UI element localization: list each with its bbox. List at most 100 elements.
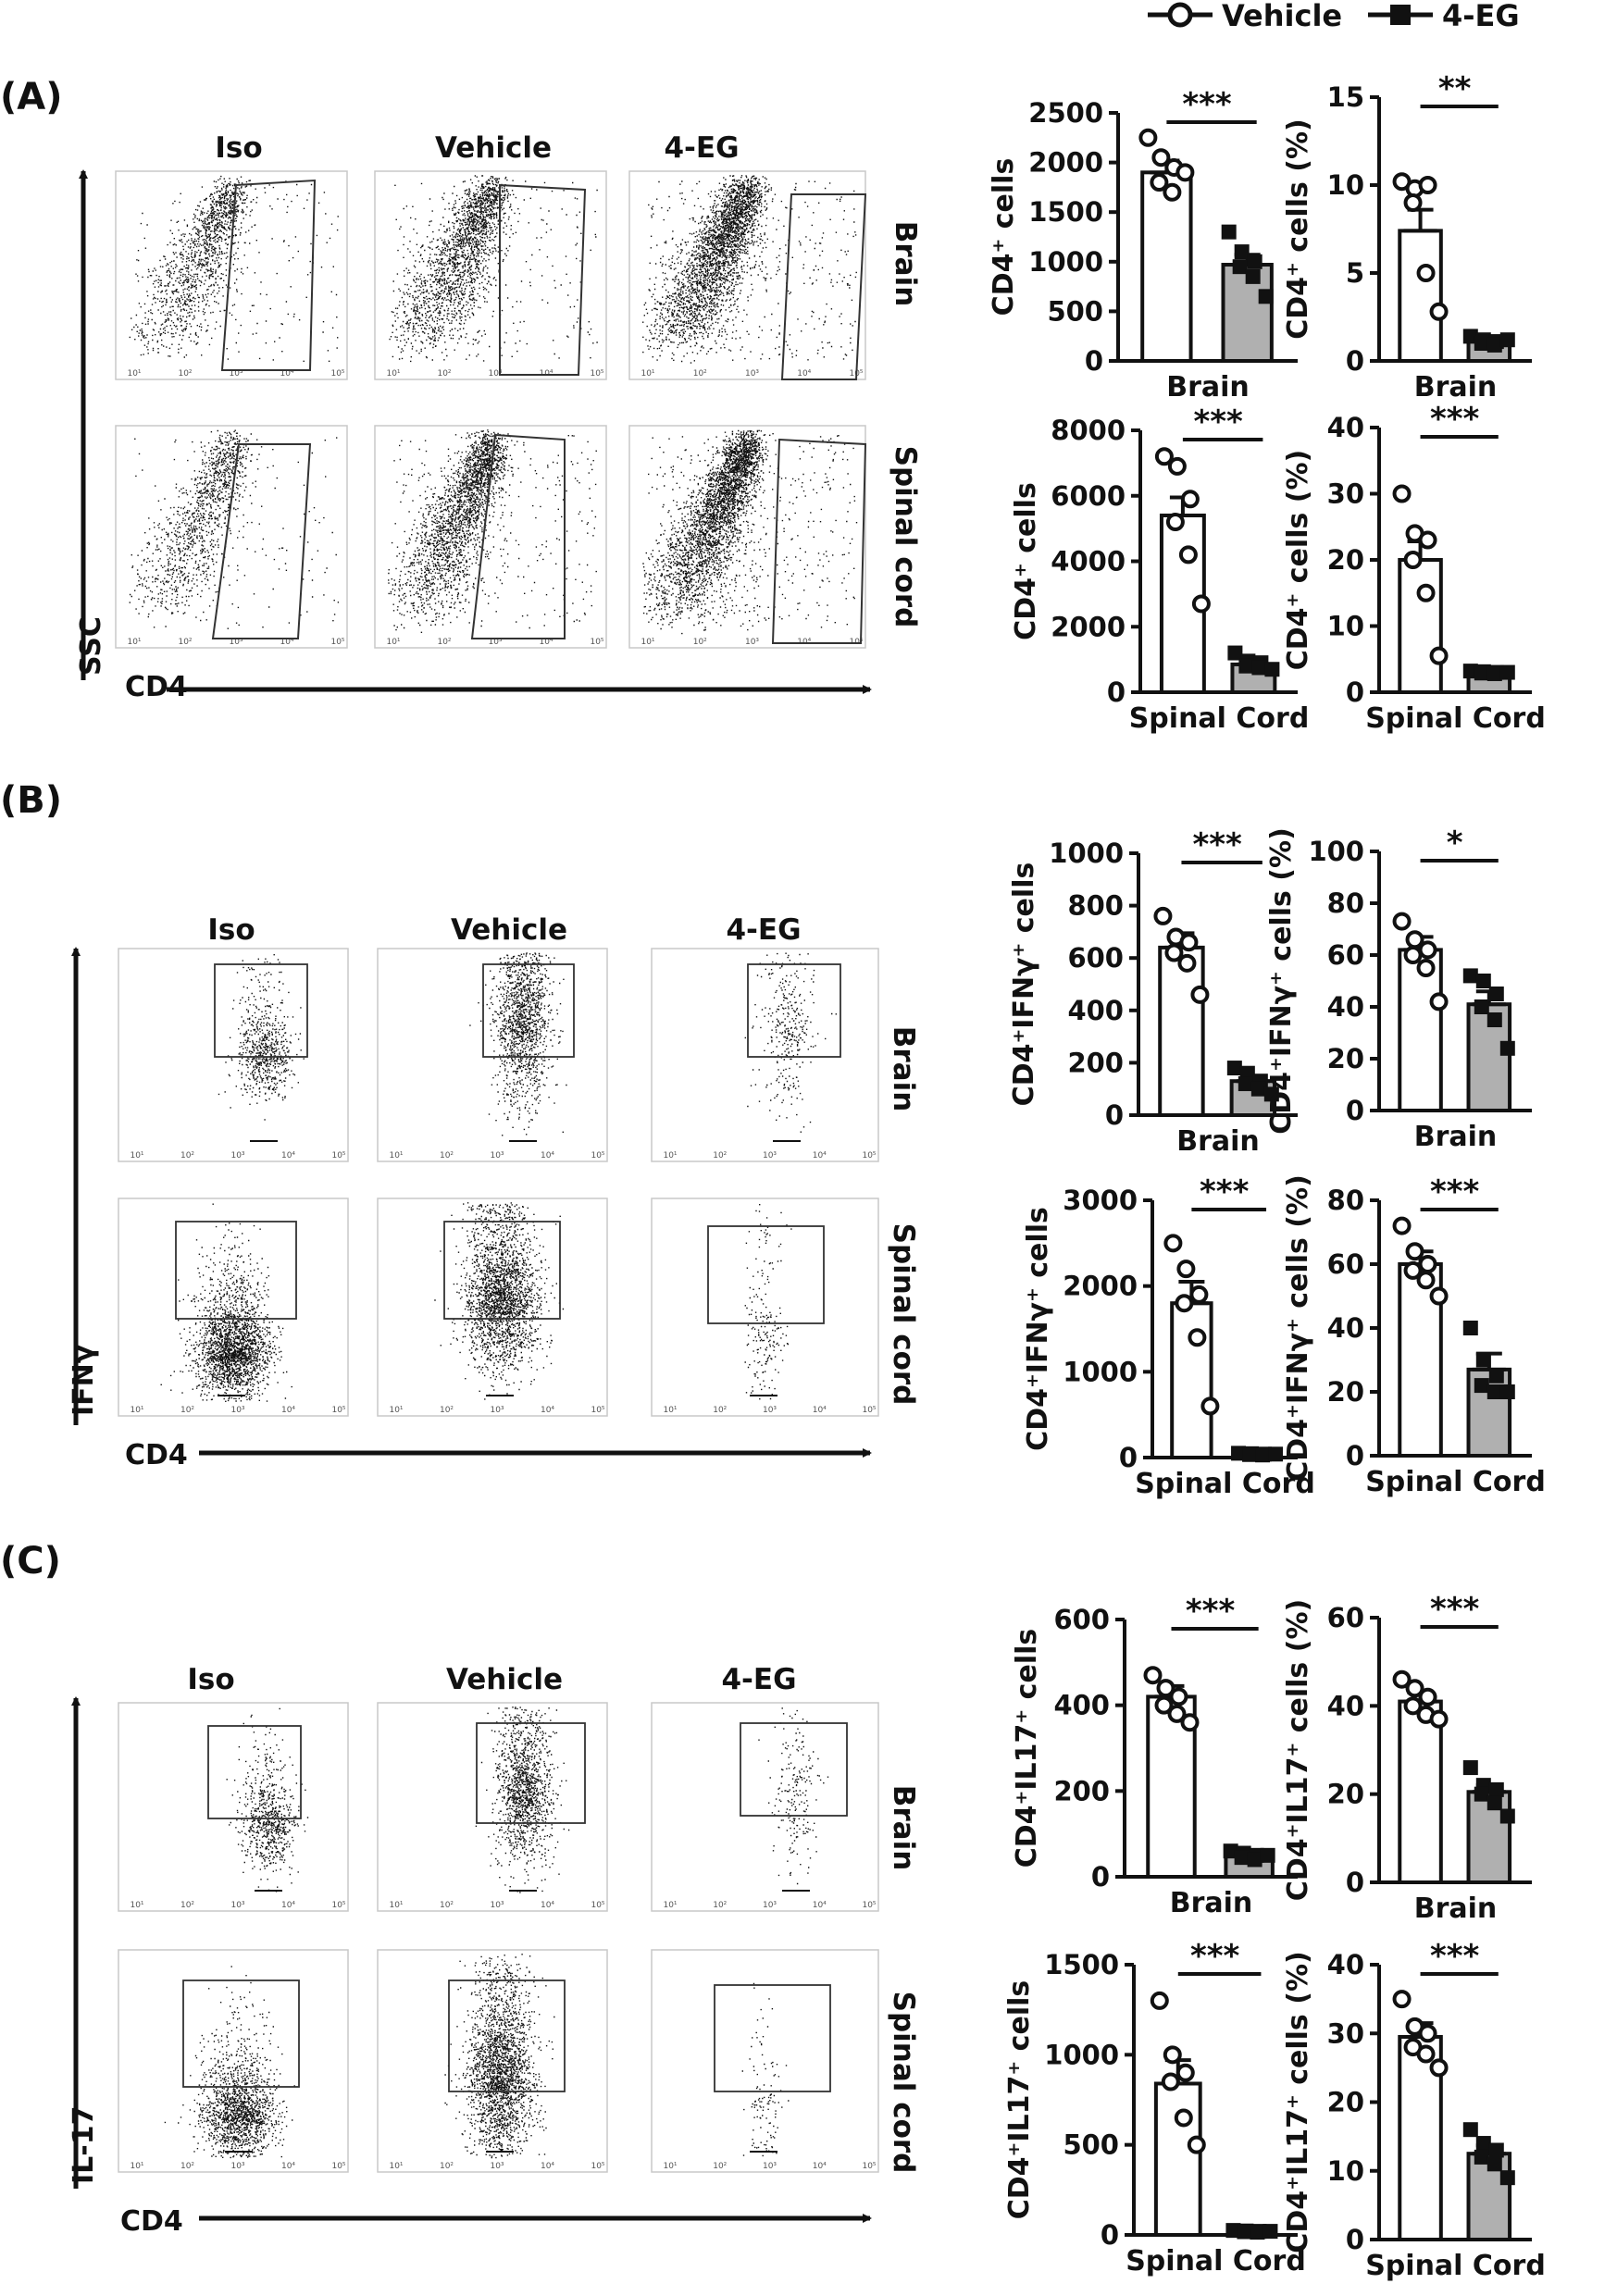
flow-tick-label: 10⁴ xyxy=(280,638,293,647)
point-vehicle xyxy=(1190,985,1210,1004)
point-vehicle xyxy=(1429,1286,1449,1306)
flow-tick-label: 10³ xyxy=(230,1901,244,1910)
flow-tick-label: 10¹ xyxy=(127,369,141,379)
point-4eg xyxy=(1234,244,1250,260)
point-4eg xyxy=(1264,662,1280,677)
legend-vehicle-marker xyxy=(1167,2,1193,28)
flow-tick-label: 10¹ xyxy=(663,1151,677,1160)
y-tick-label: 40 xyxy=(1327,412,1364,443)
y-axis-label: CD4⁺ cells xyxy=(988,158,1020,316)
x-axis-label: Brain xyxy=(1166,371,1250,403)
flow-gate xyxy=(482,963,575,1058)
flow-events xyxy=(226,1707,309,1893)
flow-events xyxy=(434,1202,565,1400)
flow-tick-label: 10¹ xyxy=(389,2162,403,2171)
y-axis-label: CD4⁺IL17⁺ cells (%) xyxy=(1282,1599,1314,1901)
flow-plot-frame xyxy=(628,170,866,380)
flow-tick-label: 10¹ xyxy=(389,1406,403,1415)
point-4eg xyxy=(1238,1076,1253,1092)
y-tick-label: 0 xyxy=(1346,1095,1364,1126)
point-vehicle xyxy=(1418,530,1437,550)
flow-tick-label: 10¹ xyxy=(127,638,141,647)
y-tick-label: 200 xyxy=(1067,1047,1124,1078)
point-vehicle xyxy=(1392,484,1412,503)
flow-tick-label: 10⁴ xyxy=(813,1406,827,1415)
point-vehicle xyxy=(1403,1696,1423,1716)
flow-tick-label: 10² xyxy=(693,369,707,379)
point-vehicle xyxy=(1163,182,1182,202)
flow-tick-label: 10⁵ xyxy=(862,2162,876,2171)
point-vehicle xyxy=(1156,1679,1175,1698)
point-4eg xyxy=(1486,1795,1502,1811)
y-tick-label: 0 xyxy=(1105,1099,1124,1131)
flow-plot-frame xyxy=(118,1702,349,1912)
legend-eg-label: 4-EG xyxy=(1442,0,1520,33)
y-axis-label: CD4⁺IFNγ⁺ cells xyxy=(1022,1207,1054,1451)
flow-tick-label: 10³ xyxy=(490,1151,504,1160)
panel-c-flow: (C) Iso Vehicle 4-EG Brain Spinal cord I… xyxy=(0,1540,920,2238)
flow-tick-label: 10³ xyxy=(745,638,759,647)
flow-tick-label: 10⁵ xyxy=(590,369,603,379)
y-tick-label: 800 xyxy=(1067,890,1124,922)
flow-tick-label: 10⁵ xyxy=(862,1151,876,1160)
y-tick-label: 0 xyxy=(1107,676,1126,708)
point-vehicle xyxy=(1154,447,1174,466)
flow-plot-frame xyxy=(651,1949,879,2173)
panel-b-flow: (B) Iso Vehicle 4-EG Brain Spinal cord I… xyxy=(0,779,920,1471)
flow-tick-label: 10³ xyxy=(490,1406,504,1415)
point-vehicle xyxy=(1163,1234,1183,1253)
flow-plot-frame xyxy=(651,1702,879,1912)
y-tick-label: 200 xyxy=(1053,1775,1110,1806)
y-tick-label: 1500 xyxy=(1044,1949,1119,1980)
panel-b-x-name: CD4 xyxy=(125,1439,188,1471)
point-4eg xyxy=(1462,1760,1478,1776)
flow-tick-label: 10¹ xyxy=(663,2162,677,2171)
flow-plot-frame xyxy=(377,948,608,1162)
flow-tick-label: 10⁵ xyxy=(331,1151,345,1160)
point-vehicle xyxy=(1175,2063,1195,2082)
y-tick-label: 80 xyxy=(1327,887,1364,919)
flow-tick-label: 10¹ xyxy=(130,1901,143,1910)
bar-4eg xyxy=(1466,2152,1512,2241)
point-4eg xyxy=(1251,660,1267,676)
panel-a-flow: (A) Iso Vehicle 4-EG Brain Spinal cord S… xyxy=(0,76,922,703)
point-4eg xyxy=(1474,999,1489,1014)
flow-plot: 10¹ 10² 10³ 10⁴ 10⁵ xyxy=(115,425,348,649)
flow-plot: 10¹ 10² 10³ 10⁴ 10⁵ xyxy=(628,170,867,380)
flow-tick-label: 10⁴ xyxy=(813,1901,827,1910)
x-axis-label: Brain xyxy=(1176,1125,1260,1158)
flow-tick-label: 10⁵ xyxy=(590,638,603,647)
y-tick-label: 600 xyxy=(1053,1604,1110,1635)
y-tick-label: 1000 xyxy=(1063,1356,1138,1387)
y-tick-label: 2000 xyxy=(1051,611,1126,642)
flow-plot: 10¹ 10² 10³ 10⁴ 10⁵ xyxy=(651,1949,879,2173)
point-vehicle xyxy=(1416,1271,1436,1290)
y-tick-label: 0 xyxy=(1346,1867,1364,1898)
panel-c-row-spinal: Spinal cord xyxy=(887,1992,920,2174)
point-vehicle xyxy=(1179,933,1199,952)
y-tick-label: 400 xyxy=(1053,1690,1110,1721)
x-axis-label: Spinal Cord xyxy=(1365,1466,1546,1498)
x-axis-label: Spinal Cord xyxy=(1365,2250,1546,2282)
flow-gate xyxy=(771,438,867,644)
panel-b-y-name: IFNγ xyxy=(68,1345,100,1416)
point-vehicle xyxy=(1174,2108,1193,2128)
point-vehicle xyxy=(1143,1666,1163,1685)
point-4eg xyxy=(1255,1447,1271,1463)
flow-tick-label: 10² xyxy=(437,369,451,379)
flow-tick-label: 10² xyxy=(713,2162,727,2171)
bar-vehicle xyxy=(1398,948,1443,1113)
point-4eg xyxy=(1474,2149,1489,2165)
point-4eg xyxy=(1263,2224,1278,2240)
flow-tick-label: 10² xyxy=(180,1151,194,1160)
flow-plot-frame xyxy=(115,425,348,649)
panel-c-row-brain: Brain xyxy=(887,1785,920,1871)
point-4eg xyxy=(1486,2156,1502,2172)
flow-tick-label: 10² xyxy=(440,1151,454,1160)
panel-b-row-brain: Brain xyxy=(887,1026,920,1112)
point-4eg xyxy=(1499,2170,1515,2186)
y-tick-label: 1000 xyxy=(1049,838,1124,869)
point-vehicle xyxy=(1154,1695,1174,1715)
